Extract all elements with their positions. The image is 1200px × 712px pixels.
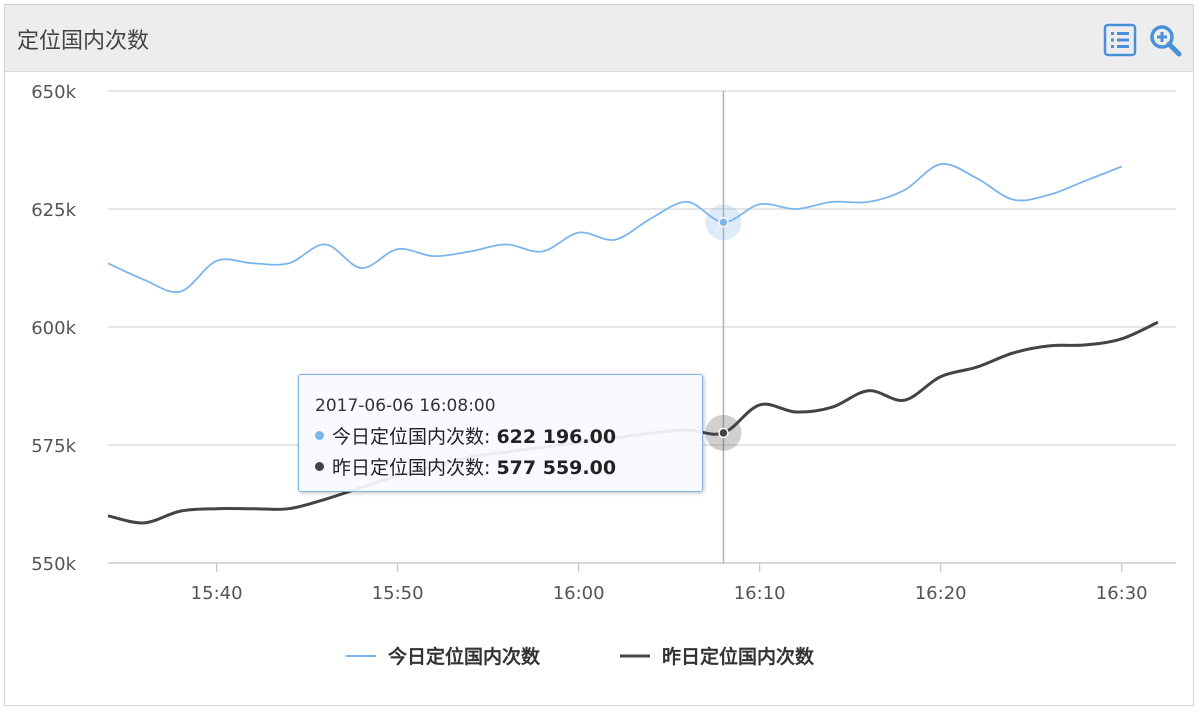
zoom-button[interactable] <box>1148 23 1182 57</box>
x-tick-label: 15:50 <box>372 583 424 604</box>
tooltip: 2017-06-06 16:08:00 今日定位国内次数: 622 196.00… <box>298 374 703 492</box>
y-tick-label: 550k <box>31 554 76 575</box>
tooltip-series-name: 今日定位国内次数: <box>332 426 491 448</box>
x-tick-label: 16:00 <box>553 583 605 604</box>
legend[interactable]: 今日定位国内次数 昨日定位国内次数 <box>346 645 815 668</box>
tooltip-series-name: 昨日定位国内次数: <box>332 457 491 479</box>
x-tick-label: 16:30 <box>1096 583 1148 604</box>
tooltip-time: 2017-06-06 16:08:00 <box>315 396 496 416</box>
series-line-today <box>107 163 1123 294</box>
legend-item-today[interactable]: 今日定位国内次数 <box>346 645 541 668</box>
legend-label: 昨日定位国内次数 <box>662 645 815 668</box>
tooltip-row-yesterday: 昨日定位国内次数: 577 559.00 <box>315 453 616 480</box>
x-tick-label: 16:20 <box>915 583 967 604</box>
hover-point <box>718 427 729 439</box>
y-tick-label: 600k <box>31 318 76 339</box>
y-tick-label: 625k <box>31 200 76 221</box>
legend-item-yesterday[interactable]: 昨日定位国内次数 <box>620 645 815 668</box>
y-axis-tick-labels: 550k 575k 600k 625k 650k <box>31 82 76 575</box>
x-tick-label: 15:40 <box>191 583 243 604</box>
hover-markers <box>705 204 742 451</box>
x-axis-ticks: 15:40 15:50 16:00 16:10 16:20 16:30 <box>191 563 1148 604</box>
zoom-in-icon <box>1150 25 1182 57</box>
y-tick-label: 575k <box>31 436 76 457</box>
tooltip-dot-yesterday <box>315 462 324 471</box>
tooltip-dot-today <box>315 431 324 440</box>
tooltip-row-today: 今日定位国内次数: 622 196.00 <box>315 422 616 449</box>
chart-panel: 定位国内次数 <box>4 4 1194 706</box>
y-tick-label: 650k <box>31 82 76 103</box>
tooltip-value: 622 196.00 <box>496 426 617 448</box>
list-icon <box>1103 23 1137 57</box>
panel-title: 定位国内次数 <box>17 29 150 54</box>
panel-header: 定位国内次数 <box>5 5 1193 72</box>
tooltip-value: 577 559.00 <box>496 457 617 479</box>
x-tick-label: 16:10 <box>734 583 786 604</box>
data-view-button[interactable] <box>1103 23 1137 57</box>
grid-lines <box>108 90 1176 564</box>
legend-label: 今日定位国内次数 <box>387 645 541 668</box>
hover-point <box>718 216 729 228</box>
